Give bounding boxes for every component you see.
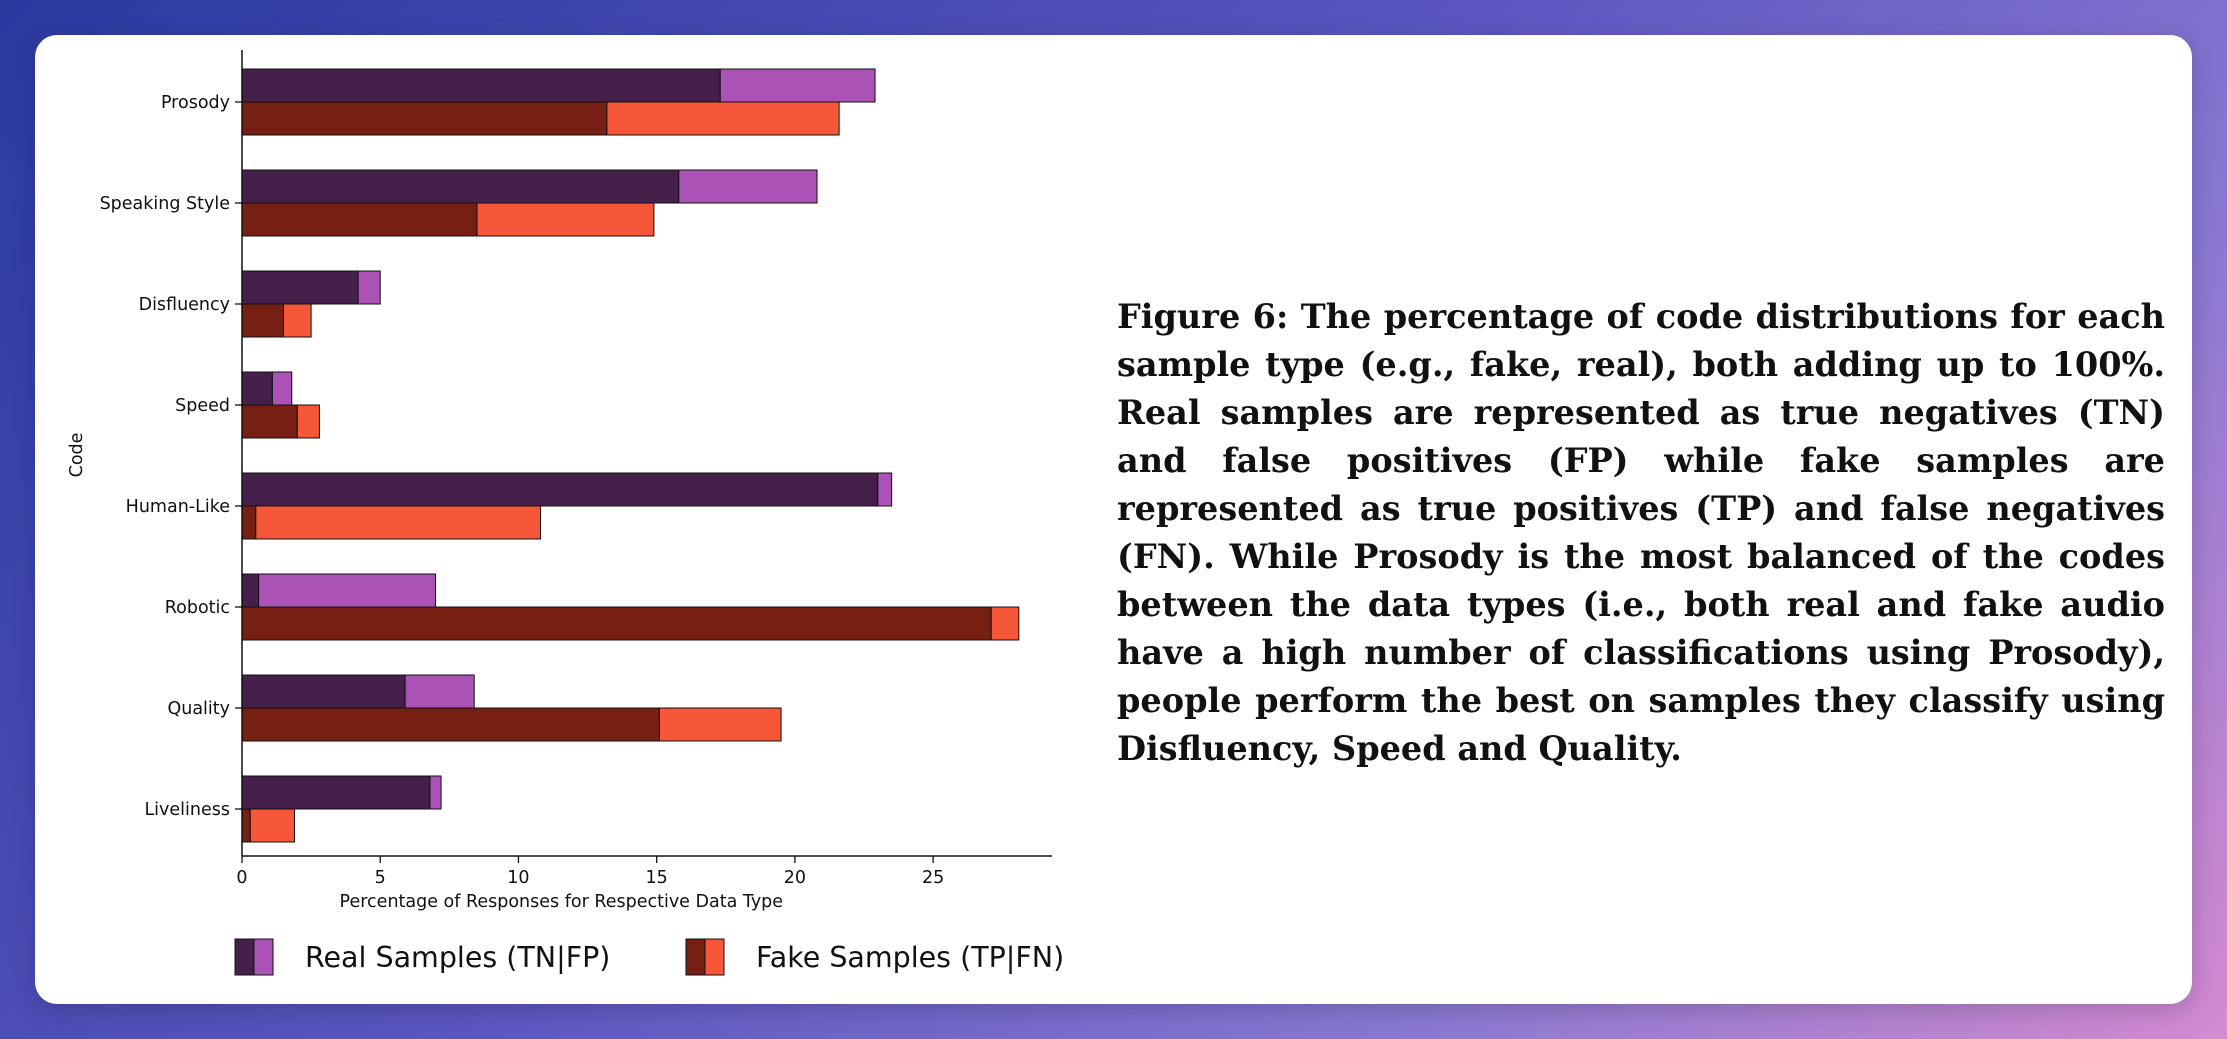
bar-fake-fn-speed [296,404,320,439]
y-tick-label: Speed [175,396,230,416]
bar-real-tn-liveliness [241,775,431,810]
bar-real-tn-prosody [241,68,721,103]
bar-fake-fn-quality [658,707,782,742]
bar-fake-fn-disfluency [282,303,312,338]
x-tick-label: 15 [646,868,668,888]
bar-real-tn-speaking-style [241,169,680,204]
bar-fake-tp-quality [241,707,660,742]
bar-fake-tp-disfluency [241,303,284,338]
bar-fake-fn-liveliness [249,808,296,843]
bar-real-tn-robotic [241,573,260,608]
bar-real-fp-quality [404,674,475,709]
bar-fake-tp-robotic [241,606,992,641]
bar-fake-tp-liveliness [241,808,251,843]
x-tick-label: 0 [236,868,247,888]
legend-real: Real Samples (TN|FP) [234,938,610,976]
x-tick-label: 5 [375,868,386,888]
x-tick-label: 20 [784,868,806,888]
figure-card: Prosody Speaking Style Disfluency Speed Huma… [35,35,2192,1004]
bar-real-fp-disfluency [357,270,381,305]
bar-real-fp-human-like [877,472,893,507]
legend-real-swatch-left [234,938,255,976]
bar-fake-fn-prosody [606,101,840,136]
y-tick-label: Liveliness [144,800,230,820]
bar-real-fp-speed [271,371,293,406]
legend-real-swatch-right [253,938,274,976]
bar-real-fp-liveliness [429,775,442,810]
legend-fake: Fake Samples (TP|FN) [685,938,1064,976]
bar-real-tn-quality [241,674,406,709]
bar-fake-fn-robotic [990,606,1020,641]
bar-fake-tp-prosody [241,101,608,136]
legend-fake-swatch-left [685,938,706,976]
x-axis-label: Percentage of Responses for Respective D… [340,892,784,912]
bar-real-tn-disfluency [241,270,359,305]
y-tick-label: Prosody [161,93,230,113]
bar-real-fp-speaking-style [678,169,818,204]
y-axis-label: Code [67,433,87,478]
x-tick-label: 25 [922,868,944,888]
legend-fake-swatch-right [704,938,725,976]
y-tick-label: Human-Like [126,497,230,517]
legend: Real Samples (TN|FP) Fake Samples (TP|FN) [234,938,1064,976]
y-tick-label: Quality [167,699,230,719]
y-tick-label: Speaking Style [100,194,230,214]
legend-real-label: Real Samples (TN|FP) [305,941,610,974]
x-tick-label: 10 [507,868,529,888]
bar-real-fp-prosody [719,68,876,103]
bars-group [241,68,1020,843]
bar-fake-tp-human-like [241,505,257,540]
bar-fake-tp-speaking-style [241,202,478,237]
bar-real-tn-human-like [241,472,879,507]
bar-fake-tp-speed [241,404,298,439]
bar-fake-fn-human-like [255,505,542,540]
bar-real-tn-speed [241,371,273,406]
bar-fake-fn-speaking-style [476,202,655,237]
y-tick-label: Robotic [165,598,230,618]
bar-real-fp-robotic [258,573,437,608]
bar-chart: Prosody Speaking Style Disfluency Speed Huma… [67,50,1064,976]
axes-group: Prosody Speaking Style Disfluency Speed Huma… [100,50,1052,888]
figure-caption: Figure 6: The percentage of code distrib… [1117,297,2165,768]
y-tick-label: Disfluency [139,295,230,315]
legend-fake-label: Fake Samples (TP|FN) [756,941,1064,974]
